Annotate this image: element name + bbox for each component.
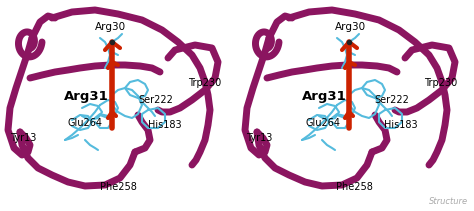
Text: Trp230: Trp230 xyxy=(424,78,457,88)
Text: Trp230: Trp230 xyxy=(188,78,221,88)
Text: Phe258: Phe258 xyxy=(100,182,137,192)
Text: Ser222: Ser222 xyxy=(138,95,173,105)
Text: Tyr13: Tyr13 xyxy=(246,133,273,143)
Text: His183: His183 xyxy=(148,120,182,130)
Text: Arg31: Arg31 xyxy=(302,90,347,103)
Text: Arg30: Arg30 xyxy=(95,22,126,32)
Text: Structure: Structure xyxy=(429,197,468,206)
Text: Glu264: Glu264 xyxy=(306,118,341,128)
Text: Tyr13: Tyr13 xyxy=(10,133,36,143)
Text: Arg30: Arg30 xyxy=(335,22,366,32)
Text: Ser222: Ser222 xyxy=(374,95,409,105)
Text: Phe258: Phe258 xyxy=(336,182,373,192)
Text: Glu264: Glu264 xyxy=(68,118,103,128)
Text: His183: His183 xyxy=(384,120,418,130)
Text: Arg31: Arg31 xyxy=(64,90,109,103)
